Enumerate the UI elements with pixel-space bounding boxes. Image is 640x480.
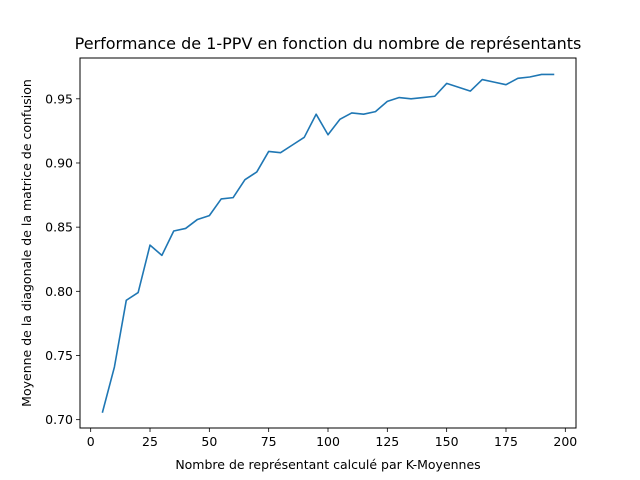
y-axis-label: Moyenne de la diagonale de la matrice de… bbox=[19, 79, 34, 407]
x-tick-label: 25 bbox=[142, 434, 158, 449]
x-tick-label: 0 bbox=[87, 434, 95, 449]
y-tick-label: 0.90 bbox=[45, 155, 73, 170]
chart-title: Performance de 1-PPV en fonction du nomb… bbox=[75, 34, 582, 53]
x-axis: 0 25 50 75 100 125 150 175 200 bbox=[87, 428, 577, 449]
y-tick-label: 0.75 bbox=[45, 348, 73, 363]
x-tick-label: 100 bbox=[316, 434, 340, 449]
x-tick-label: 175 bbox=[494, 434, 518, 449]
y-tick-label: 0.70 bbox=[45, 412, 73, 427]
x-tick-label: 125 bbox=[375, 434, 399, 449]
x-tick-label: 75 bbox=[261, 434, 277, 449]
y-axis: 0.70 0.75 0.80 0.85 0.90 0.95 bbox=[45, 91, 80, 427]
x-axis-label: Nombre de représentant calculé par K-Moy… bbox=[175, 457, 480, 472]
y-tick-label: 0.85 bbox=[45, 220, 73, 235]
y-tick-label: 0.95 bbox=[45, 91, 73, 106]
x-tick-label: 150 bbox=[435, 434, 459, 449]
x-tick-label: 200 bbox=[553, 434, 577, 449]
series-line bbox=[101, 73, 555, 413]
x-tick-label: 50 bbox=[201, 434, 217, 449]
y-tick-label: 0.80 bbox=[45, 284, 73, 299]
